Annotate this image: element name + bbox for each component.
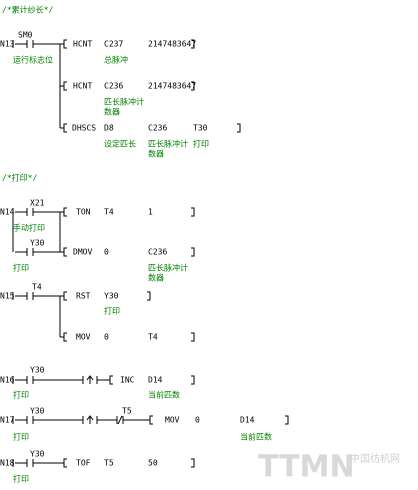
operand: C237 [104, 40, 123, 49]
operand: T4 [148, 333, 158, 342]
contact [117, 415, 123, 425]
bracket [63, 207, 67, 217]
contact-name: Y30 [30, 366, 45, 375]
contact-comment: 打印 [13, 474, 29, 484]
opcode: HCNT [73, 40, 92, 49]
bracket [63, 291, 67, 301]
operand: 0 [195, 416, 200, 425]
bracket [191, 458, 195, 468]
watermark-site: 中国纺机网 [350, 452, 400, 465]
bracket [109, 375, 113, 385]
operand: 0 [104, 248, 109, 257]
bracket [191, 207, 195, 217]
contact-name: X21 [30, 199, 45, 208]
comment: 当前匹数 [148, 390, 180, 400]
bracket [149, 415, 153, 425]
network-label: N16 [0, 376, 15, 385]
bracket [63, 458, 67, 468]
opcode: MOV [76, 333, 91, 342]
operand: C236 [148, 124, 167, 133]
bracket [191, 332, 195, 342]
contact-comment: 打印 [13, 390, 29, 400]
operand: T5 [104, 459, 114, 468]
comment: 数器 [148, 273, 164, 283]
block-comment: /*累计纱长*/ [2, 5, 53, 15]
opcode: TOF [76, 459, 91, 468]
bracket [191, 375, 195, 385]
bracket [63, 39, 67, 49]
opcode: TON [76, 208, 91, 217]
comment: 数器 [148, 149, 164, 159]
bracket [63, 332, 67, 342]
operand: 1 [148, 208, 153, 217]
comment: 打印 [104, 306, 120, 316]
bracket [63, 81, 67, 91]
edge-arrow [86, 375, 94, 384]
comment: 当前匹数 [240, 432, 272, 442]
bracket [147, 291, 151, 301]
operand: C236 [104, 82, 123, 91]
contact-comment: 打印 [13, 263, 29, 273]
network-label: N15 [0, 292, 15, 301]
opcode: HCNT [73, 82, 92, 91]
comment: 匹长脉冲计 [104, 97, 144, 107]
operand: 2147483647 [148, 82, 196, 91]
opcode: INC [120, 376, 135, 385]
contact-name: T5 [122, 407, 132, 416]
operand: D14 [240, 416, 255, 425]
operand: 50 [148, 459, 158, 468]
comment: 匹长脉冲计 [148, 263, 188, 273]
opcode: RST [76, 292, 91, 301]
operand: T30 [193, 124, 208, 133]
operand: Y30 [104, 292, 119, 301]
bracket [63, 123, 67, 133]
opcode: MOV [165, 416, 180, 425]
edge-arrow [86, 415, 94, 424]
comment: 打印 [193, 139, 209, 149]
comment: 匹长脉冲计 [148, 139, 188, 149]
contact-name: Y30 [30, 407, 45, 416]
bracket [63, 247, 67, 257]
comment: 总脉冲 [104, 55, 128, 65]
opcode: DMOV [73, 248, 92, 257]
bracket [191, 81, 195, 91]
comment: 数器 [104, 107, 120, 117]
operand: T4 [104, 208, 114, 217]
contact-name: SM0 [18, 31, 33, 40]
contact-name: Y30 [30, 239, 45, 248]
bracket [191, 39, 195, 49]
bracket [191, 247, 195, 257]
contact-name: Y30 [30, 450, 45, 459]
comment: 设定匹长 [104, 139, 136, 149]
block-comment: /*打印*/ [2, 173, 37, 183]
contact-comment: 打印 [13, 432, 29, 442]
contact-comment: 手动打印 [13, 223, 45, 233]
watermark-logo: TTMN [258, 450, 355, 485]
network-label: N18 [0, 459, 15, 468]
operand: C236 [148, 248, 167, 257]
operand: 0 [104, 333, 109, 342]
bracket [285, 415, 289, 425]
operand: 2147483647 [148, 40, 196, 49]
bracket [237, 123, 241, 133]
network-label: N17 [0, 416, 15, 425]
opcode: DHSCS [72, 124, 96, 133]
operand: D14 [148, 376, 163, 385]
network-label: N13 [0, 40, 15, 49]
contact-comment: 运行标志位 [13, 55, 53, 65]
network-label: N14 [0, 208, 15, 217]
contact-name: T4 [32, 283, 42, 292]
operand: D8 [104, 124, 114, 133]
